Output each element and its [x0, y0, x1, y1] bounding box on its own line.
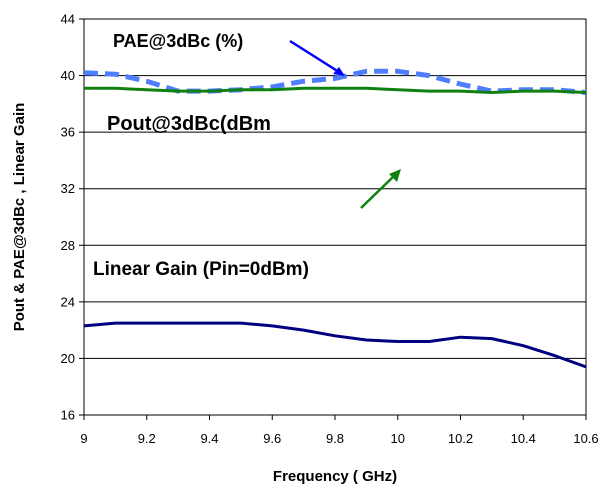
pout-series-line: [84, 86, 587, 94]
x-tick-labels: 9 9.2 9.4 9.6 9.8 10 10.2 10.4 10.6: [80, 415, 599, 446]
pout-annotation-arrow: [360, 174, 396, 209]
y-tick-label: 40: [61, 68, 75, 83]
grid-lines: [84, 75, 586, 359]
y-tick-label: 16: [61, 408, 75, 423]
x-tick-label: 10.4: [511, 431, 536, 446]
pae-arrowhead: [333, 67, 345, 76]
x-tick-label: 9.2: [138, 431, 156, 446]
pout-arrowhead: [389, 169, 401, 182]
x-tick-label: 9.8: [326, 431, 344, 446]
y-tick-label: 32: [61, 181, 75, 196]
pae-annotation-label: PAE@3dBc (%): [113, 31, 243, 51]
y-tick-labels: 16 20 24 28 32 36 40 44: [61, 12, 84, 423]
x-tick-label: 9: [80, 431, 87, 446]
series-lines: [83, 68, 587, 369]
x-tick-label: 10: [391, 431, 405, 446]
linear-gain-series-line: [83, 321, 587, 369]
x-tick-label: 10.6: [573, 431, 598, 446]
x-tick-label: 9.6: [263, 431, 281, 446]
x-tick-label: 10.2: [448, 431, 473, 446]
linear-gain-annotation-label: Linear Gain (Pin=0dBm): [93, 259, 309, 280]
y-tick-label: 36: [61, 125, 75, 140]
y-axis-title: Pout & PAE@3dBc , Linear Gain: [11, 103, 28, 332]
x-tick-label: 9.4: [200, 431, 218, 446]
y-tick-label: 28: [61, 238, 75, 253]
x-axis-title: Frequency ( GHz): [273, 468, 397, 485]
y-tick-label: 20: [61, 351, 75, 366]
y-tick-label: 44: [61, 12, 75, 27]
pae-annotation-arrow: [289, 39, 340, 74]
pout-annotation-label: Pout@3dBc(dBm: [107, 113, 271, 135]
y-tick-label: 24: [61, 294, 75, 309]
